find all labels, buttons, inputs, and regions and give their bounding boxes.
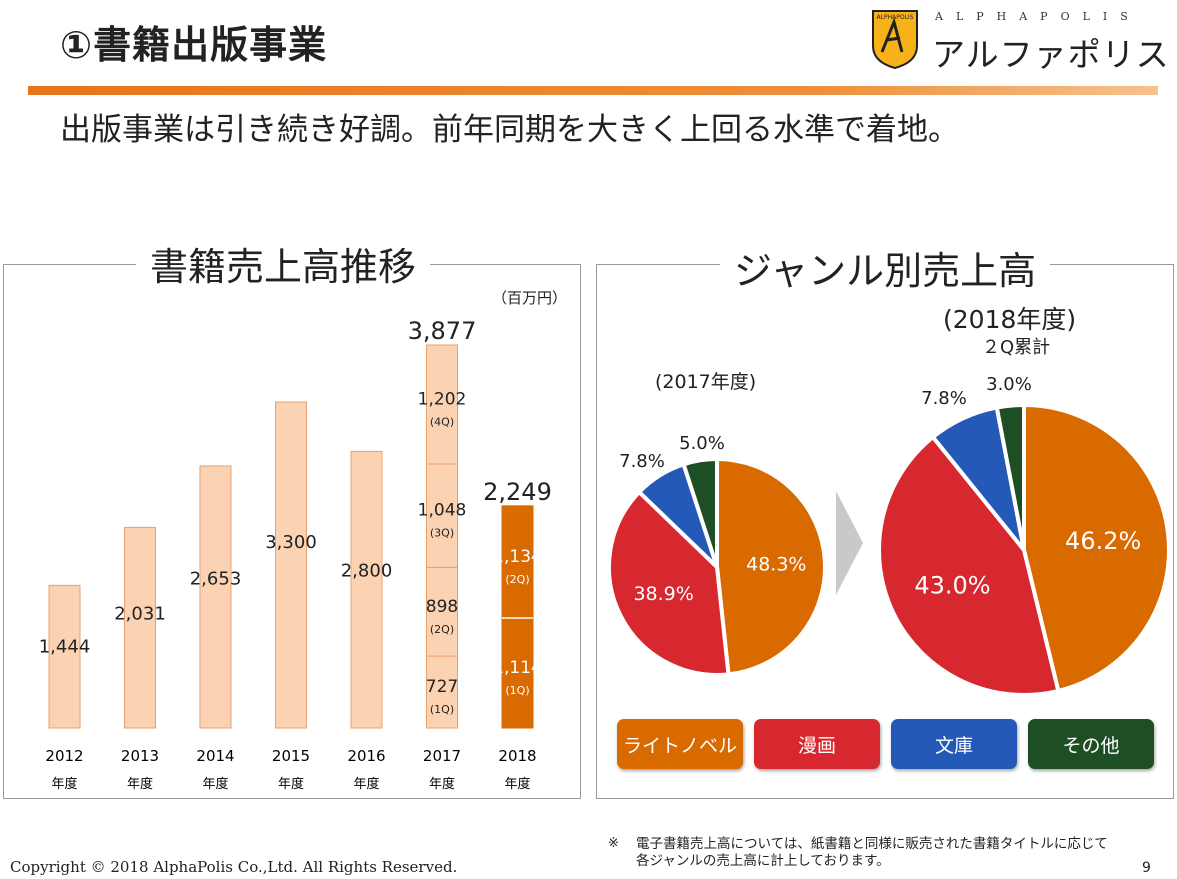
pie-2018-sublabel: ２Q累計 <box>982 337 1051 358</box>
legend-bunko: 文庫 <box>891 719 1017 769</box>
pie-2017-label-bunko: 7.8% <box>619 451 665 472</box>
segment-quarter-2018-2Q: (2Q) <box>505 573 529 586</box>
bar-total-2018: 2,249 <box>483 478 552 506</box>
genre-sales-title: ジャンル別売上高 <box>720 240 1051 295</box>
pie-2018-label-manga: 43.0% <box>914 572 990 600</box>
x-tick-suffix-2013: 年度 <box>127 776 153 792</box>
x-tick-2017: 2017 <box>423 747 461 765</box>
x-tick-2014: 2014 <box>196 747 234 765</box>
segment-value-2017-4Q: 1,202 <box>418 390 467 410</box>
headline: 出版事業は引き続き好調。前年同期を大きく上回る水準で着地。 <box>60 112 959 148</box>
footnote-line-2: 各ジャンルの売上高に計上しております。 <box>636 853 890 869</box>
pie-2017-slice-light-novel <box>715 456 827 677</box>
x-tick-suffix-2015: 年度 <box>278 776 304 792</box>
page-number: 9 <box>1142 860 1151 876</box>
genre-pie-charts: 48.3% 38.9% 7.8% 5.0% 46.2% 43.0% 7.8% 3.0% <box>607 374 1171 697</box>
x-tick-suffix-2018: 年度 <box>504 776 530 792</box>
logo-english-text: ALPHAPOLIS <box>935 10 1141 23</box>
pie-2017-label-manga: 38.9% <box>633 583 693 605</box>
pie-2018-label-bunko: 7.8% <box>921 388 967 409</box>
segment-quarter-2017-2Q: (2Q) <box>430 623 454 636</box>
segment-value-2018-1Q: 1,114 <box>493 658 542 678</box>
legend-other: その他 <box>1028 719 1154 769</box>
sales-trend-title: 書籍売上高推移 <box>136 236 431 291</box>
segment-value-2017-1Q: 727 <box>426 677 458 697</box>
x-tick-2018: 2018 <box>498 747 536 765</box>
footnote-line-1: 電子書籍売上高については、紙書籍と同様に販売された書籍タイトルに応じて <box>636 836 1108 852</box>
bar-total-2017: 3,877 <box>408 317 477 345</box>
legend-manga: 漫画 <box>754 719 880 769</box>
pie-2017-slice-manga <box>607 489 731 677</box>
pie-2018-slice-manga <box>877 434 1061 697</box>
arrow-right-icon <box>836 491 863 595</box>
pie-2017-label-light-novel: 48.3% <box>746 553 806 575</box>
bar-2012 <box>48 584 81 729</box>
segment-quarter-2017-4Q: (4Q) <box>430 416 454 429</box>
pie-2017-label: (2017年度) <box>655 371 757 393</box>
x-tick-suffix-2012: 年度 <box>51 776 77 792</box>
pie-2018-label: (2018年度) <box>943 305 1077 334</box>
segment-quarter-2018-1Q: (1Q) <box>505 684 529 697</box>
footnote-mark: ※ <box>608 836 619 851</box>
bar-2014 <box>199 465 232 729</box>
alphapolis-emblem-icon: ALPHAPOLIS <box>872 10 918 70</box>
alphapolis-logo: ALPHAPOLIS ALPHAPOLIS アルファポリス <box>870 8 1169 74</box>
bar-value-2016: 2,800 <box>341 560 393 581</box>
bar-value-2013: 2,031 <box>114 604 166 625</box>
bar-2017 <box>426 344 458 729</box>
segment-value-2018-2Q: 1,134 <box>493 547 542 567</box>
x-tick-suffix-2016: 年度 <box>353 776 379 792</box>
x-tick-2013: 2013 <box>121 747 159 765</box>
header-divider <box>28 86 1158 95</box>
bar-value-2015: 3,300 <box>265 532 317 553</box>
unit-label: （百万円） <box>492 289 568 307</box>
bar-2013 <box>124 526 156 729</box>
bar-2015 <box>275 401 307 729</box>
segment-value-2017-3Q: 1,048 <box>418 501 467 521</box>
legend-light-novel: ライトノベル <box>617 719 743 769</box>
x-tick-suffix-2017: 年度 <box>429 776 455 792</box>
bar-value-2014: 2,653 <box>190 569 242 590</box>
sales-bar-chart: 2012 年度 1,444 2013 年度 2,031 2014 年度 2,653 2015 年度 3… <box>39 317 552 792</box>
x-tick-suffix-2014: 年度 <box>202 776 228 792</box>
page-title: ①書籍出版事業 <box>60 23 328 67</box>
segment-quarter-2017-3Q: (3Q) <box>430 527 454 540</box>
logo-japanese-text: アルファポリス <box>932 35 1170 74</box>
pie-2017-label-other: 5.0% <box>679 433 725 454</box>
pie-2018-label-light-novel: 46.2% <box>1065 527 1141 555</box>
emblem-text: ALPHAPOLIS <box>877 14 914 21</box>
pie-2018-label-other: 3.0% <box>986 374 1032 395</box>
footnote: 電子書籍売上高については、紙書籍と同様に販売された書籍タイトルに応じて 各ジャン… <box>636 836 1176 870</box>
bar-2016 <box>350 450 383 729</box>
pie-2018-slice-other <box>994 402 1026 551</box>
segment-value-2017-2Q: 898 <box>426 597 458 617</box>
x-tick-2012: 2012 <box>45 747 83 765</box>
bar-2018 <box>501 505 534 729</box>
pie-2018-slice-light-novel <box>1022 402 1171 694</box>
x-tick-2016: 2016 <box>347 747 385 765</box>
copyright: Copyright © 2018 AlphaPolis Co.,Ltd. All… <box>10 858 458 876</box>
bar-value-2012: 1,444 <box>39 637 91 658</box>
segment-quarter-2017-1Q: (1Q) <box>430 703 454 716</box>
x-tick-2015: 2015 <box>272 747 310 765</box>
pie-2017-slice-other <box>681 456 719 568</box>
